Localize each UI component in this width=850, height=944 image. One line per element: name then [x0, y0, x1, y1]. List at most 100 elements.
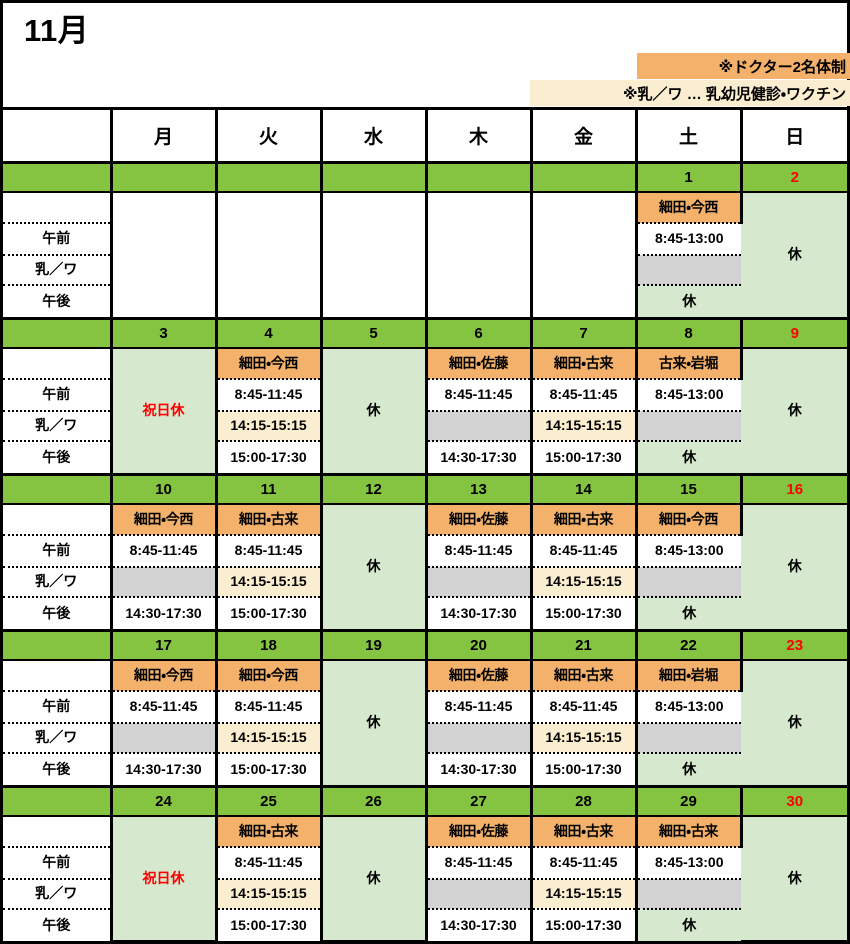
day-cell-afternoon-hours[interactable]: 休 — [636, 285, 741, 320]
date-cell[interactable]: 9 — [741, 317, 847, 349]
day-cell-rest[interactable]: 休 — [321, 660, 428, 788]
date-cell[interactable]: 4 — [216, 317, 323, 349]
day-cell-afternoon-hours[interactable]: 14:30-17:30 — [111, 597, 218, 632]
day-cell-afternoon-hours[interactable]: 15:00-17:30 — [531, 909, 638, 941]
day-cell-rest[interactable]: 休 — [741, 660, 847, 788]
day-cell-afternoon-hours[interactable]: 15:00-17:30 — [216, 597, 323, 632]
day-cell-afternoon-hours[interactable]: 休 — [636, 753, 741, 788]
day-cell-vaccine-hours[interactable] — [426, 567, 533, 598]
day-cell-morning-hours[interactable]: 8:45-11:45 — [216, 379, 323, 412]
date-cell[interactable]: 1 — [636, 161, 743, 193]
day-cell-rest[interactable]: 休 — [321, 348, 428, 476]
day-cell-afternoon-hours[interactable]: 14:30-17:30 — [111, 753, 218, 788]
day-cell-doctors[interactable]: 細田・古来 — [531, 348, 638, 380]
day-cell-rest[interactable]: 休 — [741, 192, 847, 320]
day-cell-morning-hours[interactable]: 8:45-11:45 — [426, 379, 533, 412]
day-cell-vaccine-hours[interactable]: 14:15-15:15 — [216, 723, 323, 754]
day-cell-vaccine-hours[interactable] — [636, 879, 741, 910]
day-cell-doctors[interactable]: 細田・古来 — [216, 504, 323, 536]
day-cell-vaccine-hours[interactable] — [111, 567, 218, 598]
day-cell-vaccine-hours[interactable]: 14:15-15:15 — [531, 567, 638, 598]
date-cell[interactable]: 11 — [216, 473, 323, 505]
day-cell-afternoon-hours[interactable]: 14:30-17:30 — [426, 909, 533, 941]
day-cell-vaccine-hours[interactable] — [636, 723, 741, 754]
day-cell-doctors[interactable]: 細田・佐藤 — [426, 504, 533, 536]
date-cell[interactable]: 25 — [216, 785, 323, 817]
day-cell-morning-hours[interactable]: 8:45-11:45 — [531, 535, 638, 568]
day-cell-doctors[interactable]: 細田・今西 — [636, 192, 743, 224]
date-cell[interactable]: 29 — [636, 785, 743, 817]
day-cell-vaccine-hours[interactable]: 14:15-15:15 — [531, 411, 638, 442]
date-cell[interactable]: 28 — [531, 785, 638, 817]
day-cell-rest[interactable]: 休 — [741, 816, 847, 943]
date-cell[interactable]: 8 — [636, 317, 743, 349]
day-cell-vaccine-hours[interactable]: 14:15-15:15 — [216, 567, 323, 598]
day-cell-afternoon-hours[interactable]: 15:00-17:30 — [216, 753, 323, 788]
date-cell[interactable] — [426, 161, 533, 193]
day-cell-doctors[interactable]: 細田・古来 — [531, 660, 638, 692]
day-cell-rest[interactable]: 休 — [321, 816, 428, 943]
date-cell[interactable] — [531, 161, 638, 193]
day-cell-vaccine-hours[interactable] — [426, 723, 533, 754]
day-cell-morning-hours[interactable]: 8:45-13:00 — [636, 379, 741, 412]
date-cell[interactable]: 22 — [636, 629, 743, 661]
day-cell-holiday[interactable]: 祝日休 — [111, 348, 218, 476]
day-cell-morning-hours[interactable]: 8:45-11:45 — [531, 691, 638, 724]
date-cell[interactable]: 3 — [111, 317, 218, 349]
day-cell-afternoon-hours[interactable]: 15:00-17:30 — [216, 441, 323, 476]
day-cell-afternoon-hours[interactable]: 14:30-17:30 — [426, 753, 533, 788]
day-cell-doctors[interactable]: 細田・今西 — [216, 348, 323, 380]
day-cell-doctors[interactable]: 細田・古来 — [531, 504, 638, 536]
day-cell-afternoon-hours[interactable]: 15:00-17:30 — [216, 909, 323, 941]
day-cell-morning-hours[interactable]: 8:45-13:00 — [636, 847, 741, 880]
day-cell-afternoon-hours[interactable]: 15:00-17:30 — [531, 753, 638, 788]
day-cell-morning-hours[interactable]: 8:45-11:45 — [216, 847, 323, 880]
day-cell-empty[interactable] — [321, 192, 428, 320]
date-cell[interactable]: 16 — [741, 473, 847, 505]
day-cell-vaccine-hours[interactable] — [636, 567, 741, 598]
day-cell-morning-hours[interactable]: 8:45-13:00 — [636, 535, 741, 568]
day-cell-morning-hours[interactable]: 8:45-11:45 — [426, 691, 533, 724]
date-cell[interactable]: 19 — [321, 629, 428, 661]
day-cell-vaccine-hours[interactable]: 14:15-15:15 — [531, 723, 638, 754]
date-cell[interactable]: 12 — [321, 473, 428, 505]
day-cell-morning-hours[interactable]: 8:45-11:45 — [426, 535, 533, 568]
day-cell-doctors[interactable]: 細田・岩堀 — [636, 660, 743, 692]
date-cell[interactable] — [321, 161, 428, 193]
date-cell[interactable]: 23 — [741, 629, 847, 661]
date-cell[interactable]: 24 — [111, 785, 218, 817]
day-cell-holiday[interactable]: 祝日休 — [111, 816, 218, 943]
day-cell-morning-hours[interactable]: 8:45-11:45 — [216, 535, 323, 568]
day-cell-vaccine-hours[interactable]: 14:15-15:15 — [216, 411, 323, 442]
day-cell-rest[interactable]: 休 — [321, 504, 428, 632]
day-cell-doctors[interactable]: 細田・古来 — [636, 816, 743, 848]
date-cell[interactable]: 20 — [426, 629, 533, 661]
day-cell-morning-hours[interactable]: 8:45-11:45 — [111, 535, 218, 568]
day-cell-morning-hours[interactable]: 8:45-11:45 — [216, 691, 323, 724]
day-cell-afternoon-hours[interactable]: 14:30-17:30 — [426, 597, 533, 632]
day-cell-vaccine-hours[interactable] — [636, 255, 741, 286]
date-cell[interactable]: 30 — [741, 785, 847, 817]
day-cell-empty[interactable] — [216, 192, 323, 320]
day-cell-doctors[interactable]: 細田・佐藤 — [426, 348, 533, 380]
day-cell-morning-hours[interactable]: 8:45-11:45 — [531, 847, 638, 880]
date-cell[interactable]: 6 — [426, 317, 533, 349]
date-cell[interactable]: 27 — [426, 785, 533, 817]
date-cell[interactable]: 26 — [321, 785, 428, 817]
day-cell-doctors[interactable]: 細田・古来 — [531, 816, 638, 848]
date-cell[interactable]: 13 — [426, 473, 533, 505]
date-cell[interactable]: 14 — [531, 473, 638, 505]
day-cell-morning-hours[interactable]: 8:45-11:45 — [531, 379, 638, 412]
day-cell-vaccine-hours[interactable]: 14:15-15:15 — [216, 879, 323, 910]
day-cell-afternoon-hours[interactable]: 15:00-17:30 — [531, 597, 638, 632]
day-cell-doctors[interactable]: 古来・岩堀 — [636, 348, 743, 380]
day-cell-vaccine-hours[interactable]: 14:15-15:15 — [531, 879, 638, 910]
day-cell-doctors[interactable]: 細田・古来 — [216, 816, 323, 848]
day-cell-morning-hours[interactable]: 8:45-13:00 — [636, 223, 741, 256]
day-cell-afternoon-hours[interactable]: 休 — [636, 909, 741, 941]
day-cell-morning-hours[interactable]: 8:45-13:00 — [636, 691, 741, 724]
day-cell-empty[interactable] — [531, 192, 638, 320]
day-cell-doctors[interactable]: 細田・今西 — [636, 504, 743, 536]
day-cell-doctors[interactable]: 細田・佐藤 — [426, 816, 533, 848]
day-cell-afternoon-hours[interactable]: 15:00-17:30 — [531, 441, 638, 476]
